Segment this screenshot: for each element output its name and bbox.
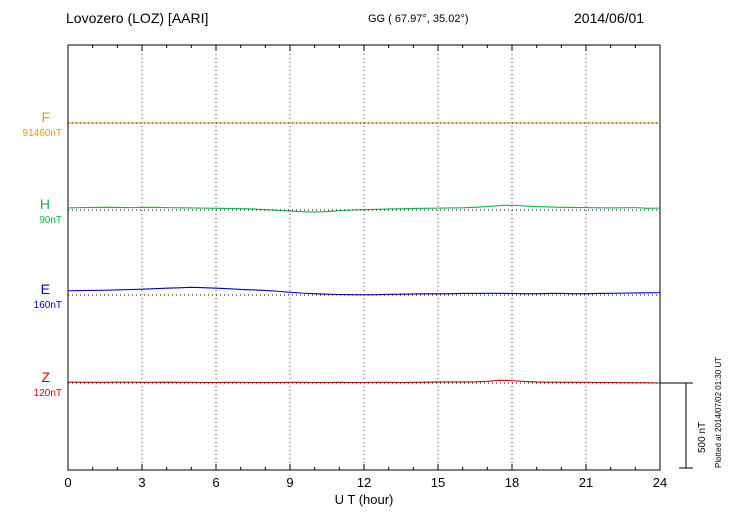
geographic-coords: GG ( 67.97°, 35.02°) — [368, 13, 469, 25]
x-tick-label: 21 — [579, 475, 593, 490]
station-title: Lovozero (LOZ) [AARI] — [66, 10, 209, 26]
x-tick-label: 9 — [286, 475, 293, 490]
x-axis-label: U T (hour) — [334, 492, 394, 507]
series-letter: H — [39, 196, 50, 212]
x-tick-label: 24 — [653, 475, 667, 490]
x-tick-label: 18 — [505, 475, 519, 490]
plot-timestamp: Plotted at 2014/07/02 01:30 UT — [714, 356, 723, 468]
x-tick-label: 0 — [64, 475, 71, 490]
plot-date: 2014/06/01 — [574, 10, 645, 26]
series-letter: Z — [41, 369, 50, 385]
x-tick-label: 6 — [212, 475, 219, 490]
series-label-f: F 91460nT — [0, 108, 62, 140]
series-label-z: Z 120nT — [0, 368, 62, 400]
series-baseline-value: 90nT — [39, 215, 62, 226]
series-letter: F — [41, 109, 50, 125]
trace-z — [68, 379, 661, 384]
series-baseline-value: 91460nT — [22, 128, 62, 139]
series-baseline-value: 120nT — [33, 388, 62, 399]
x-tick-label: 12 — [357, 475, 371, 490]
series-baseline-value: 160nT — [33, 300, 62, 311]
series-label-h: H 90nT — [0, 195, 62, 227]
series-letter: E — [40, 281, 50, 297]
scale-bar-label: 500 nT — [697, 421, 708, 453]
trace-e — [67, 286, 661, 296]
x-tick-label: 15 — [431, 475, 445, 490]
series-label-e: E 160nT — [0, 280, 62, 312]
x-tick-label: 3 — [138, 475, 145, 490]
